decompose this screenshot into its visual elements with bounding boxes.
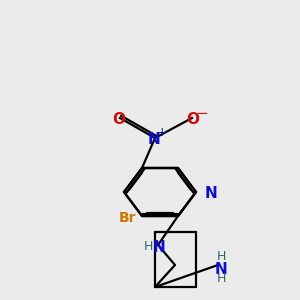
Text: H: H [216,272,226,286]
Text: H: H [216,250,226,263]
Text: N: N [153,239,165,254]
Text: H: H [143,241,153,254]
Text: O: O [112,112,125,127]
Text: N: N [148,131,160,146]
Text: +: + [157,125,167,139]
Text: O: O [187,112,200,127]
Text: −: − [196,106,208,122]
Text: N: N [205,185,218,200]
Text: Br: Br [118,211,136,225]
Text: N: N [214,262,227,277]
